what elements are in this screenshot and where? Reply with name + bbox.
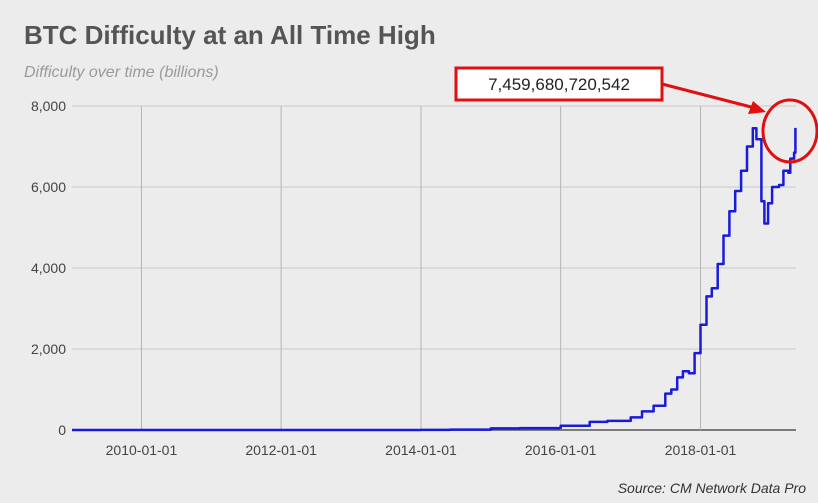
x-tick-label: 2014-01-01 [385, 442, 457, 458]
annotation-arrow-shaft [661, 82, 756, 110]
annotation: 7,459,680,720,542 [454, 66, 818, 164]
x-tick-label: 2010-01-01 [106, 442, 178, 458]
annotation-text: 7,459,680,720,542 [488, 75, 630, 94]
annotation-circle [761, 98, 818, 164]
y-tick-label: 6,000 [31, 179, 66, 195]
annotation-arrowhead [748, 101, 766, 114]
y-tick-label: 4,000 [31, 260, 66, 276]
y-tick-label: 8,000 [31, 98, 66, 114]
x-axis-ticks: 2010-01-01 2012-01-01 2014-01-01 2016-01-01… [106, 442, 737, 458]
y-tick-label: 2,000 [31, 341, 66, 357]
x-tick-label: 2012-01-01 [245, 442, 317, 458]
y-tick-label: 0 [58, 422, 66, 438]
grid [72, 105, 796, 431]
y-axis-ticks: 0 2,000 4,000 6,000 8,000 [31, 98, 66, 438]
chart-title: BTC Difficulty at an All Time High [24, 20, 436, 50]
annotation-box [454, 66, 664, 102]
chart-subtitle: Difficulty over time (billions) [24, 64, 219, 81]
series-line [72, 127, 797, 432]
x-tick-label: 2016-01-01 [525, 442, 597, 458]
x-tick-label: 2018-01-01 [665, 442, 737, 458]
source-note: Source: CM Network Data Pro [617, 480, 806, 496]
